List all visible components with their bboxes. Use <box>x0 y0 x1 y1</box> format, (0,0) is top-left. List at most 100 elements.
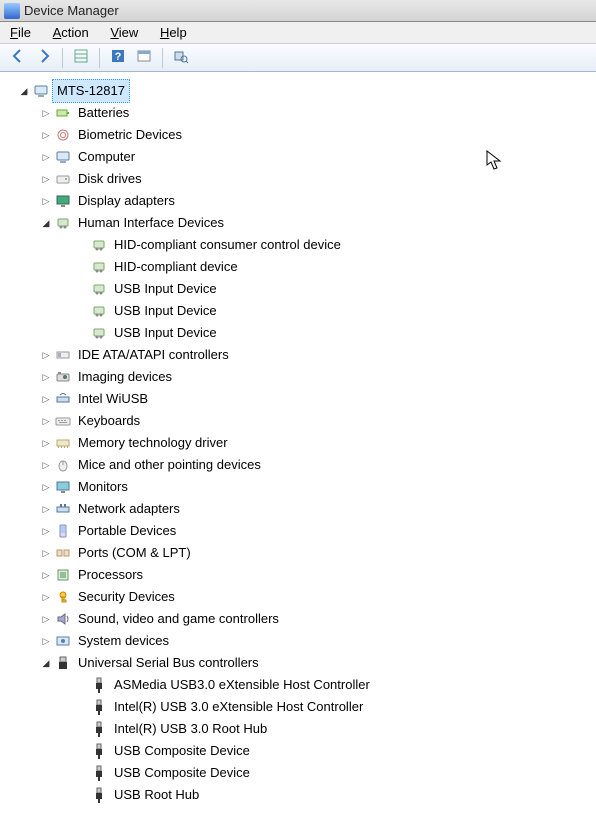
expand-toggle[interactable]: ▷ <box>40 437 52 449</box>
tree-item-human-interface-devices[interactable]: ◢ Human Interface Devices <box>0 212 596 234</box>
tree-item-biometric-devices[interactable]: ▷Biometric Devices <box>0 124 596 146</box>
tree-item-monitors[interactable]: ▷Monitors <box>0 476 596 498</box>
tree-item-label: MTS-12817 <box>52 79 130 103</box>
expand-toggle[interactable]: ▷ <box>40 107 52 119</box>
toolbar-separator <box>99 48 100 68</box>
tree-item-display-adapters[interactable]: ▷Display adapters <box>0 190 596 212</box>
expand-toggle[interactable]: ▷ <box>40 503 52 515</box>
tree-item-label: HID-compliant device <box>110 256 238 278</box>
app-icon <box>4 3 20 19</box>
tree-item-sound-video-and-game-controllers[interactable]: ▷Sound, video and game controllers <box>0 608 596 630</box>
tree-item-intel-r-usb-3-0-extensible-host-controller[interactable]: Intel(R) USB 3.0 eXtensible Host Control… <box>0 696 596 718</box>
menu-action[interactable]: Action <box>53 22 89 44</box>
tree-item-intel-r-usb-3-0-root-hub[interactable]: Intel(R) USB 3.0 Root Hub <box>0 718 596 740</box>
tree-item-usb-input-device[interactable]: USB Input Device <box>0 300 596 322</box>
properties-button[interactable] <box>132 47 156 69</box>
tree-item-disk-drives[interactable]: ▷Disk drives <box>0 168 596 190</box>
expand-toggle[interactable]: ▷ <box>40 613 52 625</box>
expand-toggle[interactable]: ▷ <box>40 635 52 647</box>
scan-icon <box>173 48 189 67</box>
expand-toggle[interactable]: ▷ <box>40 525 52 537</box>
tree-item-usb-input-device[interactable]: USB Input Device <box>0 322 596 344</box>
tree-item-hid-compliant-device[interactable]: HID-compliant device <box>0 256 596 278</box>
menu-view[interactable]: View <box>110 22 138 44</box>
hid-icon <box>90 280 108 298</box>
expand-toggle[interactable]: ▷ <box>40 591 52 603</box>
tree-item-label: ASMedia USB3.0 eXtensible Host Controlle… <box>110 674 370 696</box>
tree-item-usb-root-hub[interactable]: USB Root Hub <box>0 784 596 806</box>
tree-item-ports-com-lpt[interactable]: ▷ Ports (COM & LPT) <box>0 542 596 564</box>
tree-root[interactable]: ◢ MTS-12817 <box>0 80 596 102</box>
expand-toggle[interactable]: ▷ <box>40 129 52 141</box>
expand-toggle[interactable]: ▷ <box>40 481 52 493</box>
tree-item-label: System devices <box>74 630 169 652</box>
usbplug-icon <box>90 698 108 716</box>
tree-item-portable-devices[interactable]: ▷ Portable Devices <box>0 520 596 542</box>
grid-icon <box>73 48 89 67</box>
collapse-toggle[interactable]: ◢ <box>40 217 52 229</box>
tree-item-label: USB Input Device <box>110 278 217 300</box>
tree-item-hid-compliant-consumer-control-device[interactable]: HID-compliant consumer control device <box>0 234 596 256</box>
tree-item-label: IDE ATA/ATAPI controllers <box>74 344 229 366</box>
tree-item-label: Intel(R) USB 3.0 eXtensible Host Control… <box>110 696 363 718</box>
tree-item-system-devices[interactable]: ▷ System devices <box>0 630 596 652</box>
arrow-left-icon <box>10 48 26 67</box>
collapse-toggle[interactable]: ◢ <box>40 657 52 669</box>
expand-toggle[interactable]: ▷ <box>40 349 52 361</box>
tree-item-ide-ata-atapi-controllers[interactable]: ▷ IDE ATA/ATAPI controllers <box>0 344 596 366</box>
tree-item-label: Security Devices <box>74 586 175 608</box>
tree-item-mice-and-other-pointing-devices[interactable]: ▷Mice and other pointing devices <box>0 454 596 476</box>
tree-item-batteries[interactable]: ▷Batteries <box>0 102 596 124</box>
back-button[interactable] <box>6 47 30 69</box>
collapse-toggle[interactable]: ◢ <box>18 85 30 97</box>
expand-toggle[interactable]: ▷ <box>40 569 52 581</box>
hid-icon <box>90 324 108 342</box>
tree-item-imaging-devices[interactable]: ▷Imaging devices <box>0 366 596 388</box>
props-icon <box>136 48 152 67</box>
monitor-icon <box>54 478 72 496</box>
help-button[interactable]: ? <box>106 47 130 69</box>
expand-toggle[interactable]: ▷ <box>40 151 52 163</box>
toolbar-separator <box>62 48 63 68</box>
expand-toggle[interactable]: ▷ <box>40 393 52 405</box>
tree-item-intel-wiusb[interactable]: ▷Intel WiUSB <box>0 388 596 410</box>
expand-toggle[interactable]: ▷ <box>40 415 52 427</box>
tree-item-label: Computer <box>74 146 135 168</box>
tree-item-usb-input-device[interactable]: USB Input Device <box>0 278 596 300</box>
expand-toggle[interactable]: ▷ <box>40 173 52 185</box>
expand-toggle[interactable]: ▷ <box>40 547 52 559</box>
hid-icon <box>90 258 108 276</box>
tree-item-security-devices[interactable]: ▷ Security Devices <box>0 586 596 608</box>
keyboard-icon <box>54 412 72 430</box>
disk-icon <box>54 170 72 188</box>
tree-item-usb-composite-device[interactable]: USB Composite Device <box>0 762 596 784</box>
display-icon <box>54 192 72 210</box>
tree-item-universal-serial-bus-controllers[interactable]: ◢Universal Serial Bus controllers <box>0 652 596 674</box>
menu-help[interactable]: Help <box>160 22 187 44</box>
tree-item-computer[interactable]: ▷ Computer <box>0 146 596 168</box>
expand-toggle[interactable]: ▷ <box>40 195 52 207</box>
device-tree[interactable]: ◢MTS-12817▷Batteries▷Biometric Devices▷C… <box>0 72 596 840</box>
menu-file[interactable]: File <box>10 22 31 44</box>
help-icon: ? <box>110 48 126 67</box>
window-title: Device Manager <box>24 3 119 18</box>
show-hidden-button[interactable] <box>69 47 93 69</box>
tree-item-keyboards[interactable]: ▷Keyboards <box>0 410 596 432</box>
tree-item-label: USB Input Device <box>110 322 217 344</box>
scan-button[interactable] <box>169 47 193 69</box>
tree-item-asmedia-usb3-0-extensible-host-controller[interactable]: ASMedia USB3.0 eXtensible Host Controlle… <box>0 674 596 696</box>
battery-icon <box>54 104 72 122</box>
usbplug-icon <box>90 742 108 760</box>
expand-toggle[interactable]: ▷ <box>40 459 52 471</box>
tree-item-label: Ports (COM & LPT) <box>74 542 191 564</box>
tree-item-label: Human Interface Devices <box>74 212 224 234</box>
tree-item-usb-composite-device[interactable]: USB Composite Device <box>0 740 596 762</box>
tree-item-processors[interactable]: ▷Processors <box>0 564 596 586</box>
toolbar: ? <box>0 44 596 72</box>
forward-button[interactable] <box>32 47 56 69</box>
processor-icon <box>54 566 72 584</box>
tree-item-network-adapters[interactable]: ▷Network adapters <box>0 498 596 520</box>
tree-item-label: Portable Devices <box>74 520 176 542</box>
expand-toggle[interactable]: ▷ <box>40 371 52 383</box>
tree-item-memory-technology-driver[interactable]: ▷Memory technology driver <box>0 432 596 454</box>
